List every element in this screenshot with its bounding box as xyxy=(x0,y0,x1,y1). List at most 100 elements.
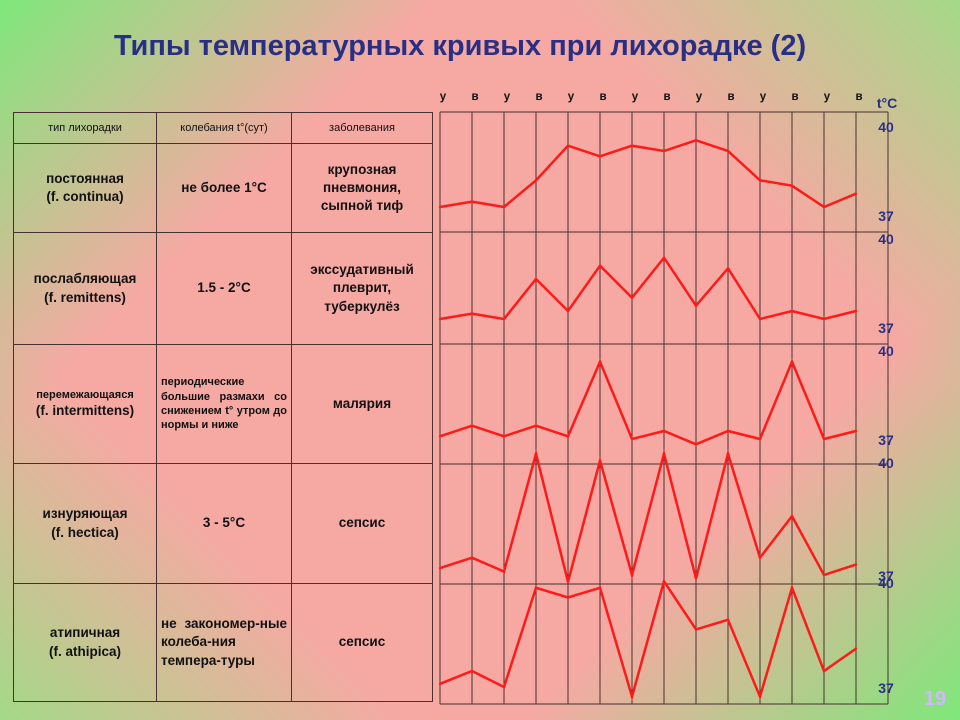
data-point xyxy=(758,695,762,698)
header-fever-type: тип лихорадки xyxy=(13,112,157,144)
fluctuation-cell: не более 1°С xyxy=(156,143,292,233)
data-point xyxy=(438,682,442,685)
data-point xyxy=(534,179,538,182)
data-point xyxy=(598,155,602,158)
data-point xyxy=(662,429,666,433)
y-tick-label-37: 37 xyxy=(878,568,894,584)
y-tick-label-37: 37 xyxy=(878,208,894,224)
data-point xyxy=(534,452,538,455)
data-point xyxy=(534,424,538,427)
temperature-curve xyxy=(439,358,857,446)
time-of-day-label: в xyxy=(855,91,862,103)
time-of-day-label: у xyxy=(696,91,703,103)
fever-type-name: перемежающаяся xyxy=(36,389,134,402)
data-point xyxy=(758,179,762,182)
data-point xyxy=(630,144,634,147)
fever-type-name: послабляющая xyxy=(33,271,137,287)
diseases-cell: сепсис xyxy=(291,463,433,584)
data-point xyxy=(598,264,602,267)
data-point xyxy=(726,429,730,433)
fever-type-latin: (f. remittens) xyxy=(44,289,126,305)
data-point xyxy=(438,566,442,570)
data-point xyxy=(662,452,666,455)
data-point xyxy=(790,309,794,313)
data-point xyxy=(790,514,794,518)
data-point xyxy=(502,317,506,321)
data-point xyxy=(630,437,634,441)
diseases-cell: сепсис xyxy=(291,583,433,702)
data-point xyxy=(822,317,826,321)
data-point xyxy=(726,452,730,455)
data-point xyxy=(502,685,506,689)
diseases-cell: экссудативный плеврит, туберкулёз xyxy=(291,232,433,345)
time-of-day-label: в xyxy=(535,91,542,103)
y-tick-label-40: 40 xyxy=(878,575,894,591)
data-point xyxy=(502,205,506,209)
y-tick-label-37: 37 xyxy=(878,320,894,336)
table-row: перемежающаяся (f. intermittens) периоди… xyxy=(13,344,433,464)
data-point xyxy=(822,205,826,209)
data-point xyxy=(534,277,538,281)
data-point xyxy=(694,304,698,307)
data-point xyxy=(758,437,762,441)
temperature-curve xyxy=(439,578,857,702)
data-point xyxy=(790,184,794,187)
data-point xyxy=(534,586,538,589)
fever-type-name: постоянная xyxy=(46,170,124,186)
data-point xyxy=(694,577,698,580)
data-point xyxy=(598,459,602,462)
data-point xyxy=(854,647,858,650)
fever-type-latin: (f. continua) xyxy=(46,189,124,204)
data-point xyxy=(854,563,858,566)
fever-type-cell: атипичная (f. athipica) xyxy=(13,583,157,702)
data-point xyxy=(694,628,698,631)
data-point xyxy=(438,317,442,321)
data-point xyxy=(470,200,474,203)
data-point xyxy=(566,596,570,599)
y-tick-label-40: 40 xyxy=(878,119,894,135)
fever-type-cell: перемежающаяся (f. intermittens) xyxy=(13,344,157,464)
y-tick-label-40: 40 xyxy=(878,343,894,359)
time-of-day-label: у xyxy=(824,91,831,103)
temperature-unit-label: t°C xyxy=(877,95,897,111)
temperature-curve xyxy=(439,255,857,321)
data-point xyxy=(758,317,762,321)
table-row: постоянная (f. continua) не более 1°С кр… xyxy=(13,143,433,233)
slide-number: 19 xyxy=(923,688,947,710)
fever-type-name: изнуряющая xyxy=(42,506,128,522)
data-point xyxy=(854,192,858,195)
data-point xyxy=(790,360,794,363)
y-tick-label-37: 37 xyxy=(878,680,894,696)
data-point xyxy=(438,435,442,438)
data-point xyxy=(854,429,858,433)
data-point xyxy=(630,296,634,299)
time-of-day-label: в xyxy=(663,91,670,103)
y-tick-label-40: 40 xyxy=(878,231,894,247)
data-point xyxy=(662,149,666,153)
temperature-curve xyxy=(439,448,857,583)
y-tick-label-37: 37 xyxy=(878,432,894,448)
slide-title: Типы температурных кривых при лихорадке … xyxy=(113,30,807,62)
data-point xyxy=(566,580,570,584)
time-of-day-label: у xyxy=(760,91,767,103)
data-point xyxy=(566,309,570,313)
data-point xyxy=(694,443,698,446)
fever-type-latin: (f. athipica) xyxy=(48,643,121,659)
data-point xyxy=(694,139,698,142)
data-point xyxy=(822,669,826,673)
y-tick-label-40: 40 xyxy=(878,455,894,471)
table-row: изнуряющая (f. hectica) 3 - 5°С сепсис xyxy=(13,463,433,584)
header-diseases: заболевания xyxy=(291,112,433,144)
table-header-row: тип лихорадки колебания t°(сут) заболева… xyxy=(13,112,433,144)
data-point xyxy=(598,360,602,363)
data-point xyxy=(598,586,602,589)
data-point xyxy=(726,618,730,621)
data-point xyxy=(726,267,730,270)
fever-type-latin: (f. hectica) xyxy=(51,524,119,540)
time-of-day-label: у xyxy=(504,91,511,103)
data-point xyxy=(726,149,730,153)
data-point xyxy=(502,570,506,573)
fever-type-latin: (f. intermittens) xyxy=(35,403,135,419)
time-of-day-label: в xyxy=(791,91,798,103)
